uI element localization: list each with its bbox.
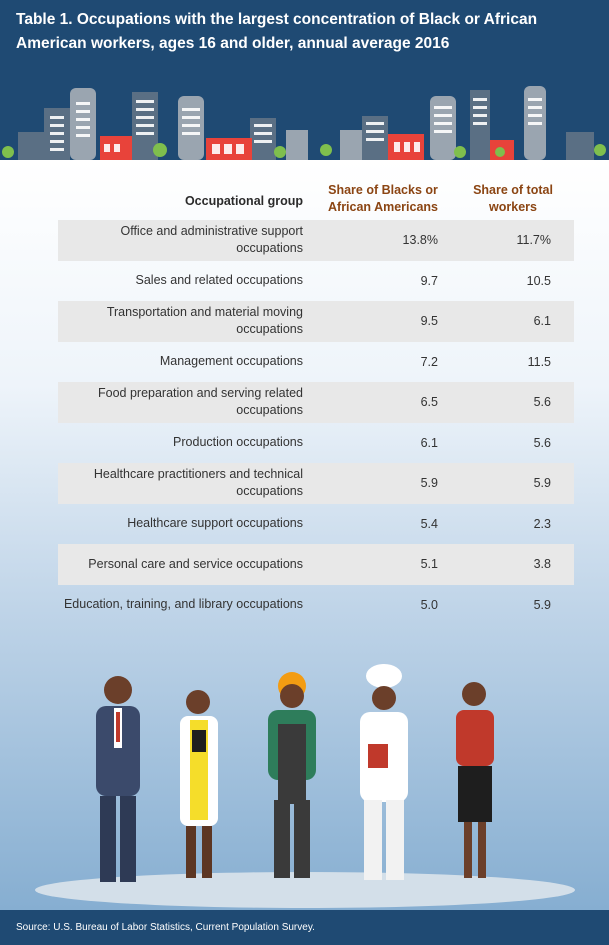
black-share-value: 13.8% <box>402 233 438 248</box>
black-share-value: 6.5 <box>420 395 438 410</box>
occupation-label: Food preparation and serving related occ… <box>98 386 303 418</box>
businesswoman-figure <box>456 682 494 878</box>
occupation-label: Production occupations <box>173 435 303 450</box>
total-share-value: 10.5 <box>526 273 551 288</box>
table-row: Office and administrative support occupa… <box>58 220 574 261</box>
source-note: Source: U.S. Bureau of Labor Statistics,… <box>16 922 315 933</box>
doctor-figure <box>180 690 218 878</box>
table-row: Personal care and service occupations 5.1… <box>58 544 574 585</box>
total-share-value: 11.7% <box>516 233 551 248</box>
table-row: Production occupations 6.1 5.6 <box>58 423 574 464</box>
businessman-figure <box>96 676 140 882</box>
occupation-label: Sales and related occupations <box>135 273 303 288</box>
total-share-value: 5.9 <box>533 476 551 491</box>
black-share-value: 7.2 <box>420 354 438 369</box>
table-row: Management occupations 7.2 11.5 <box>58 342 574 383</box>
total-share-value: 6.1 <box>533 314 551 329</box>
footer: Source: U.S. Bureau of Labor Statistics,… <box>0 910 609 945</box>
occupation-label: Personal care and service occupations <box>88 556 303 571</box>
total-share-value: 3.8 <box>533 557 551 572</box>
column-header-black-share: Share of Blacks or African Americans <box>328 183 438 214</box>
column-header-total-share: Share of total workers <box>473 183 553 214</box>
occupation-label: Education, training, and library occupat… <box>63 597 303 612</box>
table-row: Food preparation and serving related occ… <box>58 382 574 423</box>
black-share-value: 5.1 <box>420 557 438 572</box>
occupation-label: Transportation and material moving occup… <box>106 305 303 337</box>
black-share-value: 9.5 <box>420 314 438 329</box>
black-share-value: 5.0 <box>420 597 438 612</box>
occupation-label: Healthcare support occupations <box>127 516 303 531</box>
column-header-group: Occupational group <box>184 194 303 208</box>
table-header: Occupational group Share of Blacks or Af… <box>58 182 574 220</box>
total-share-value: 11.5 <box>527 354 551 369</box>
table-row: Education, training, and library occupat… <box>58 585 574 626</box>
table-row: Transportation and material moving occup… <box>58 301 574 342</box>
city-skyline-illustration <box>2 86 606 160</box>
table-row: Healthcare support occupations 5.4 2.3 <box>58 504 574 545</box>
table-row: Healthcare practitioners and technical o… <box>58 463 574 504</box>
construction-worker-figure <box>268 672 316 878</box>
black-share-value: 6.1 <box>420 435 438 450</box>
total-share-value: 5.6 <box>533 435 551 450</box>
total-share-value: 5.9 <box>533 597 551 612</box>
data-table: Occupational group Share of Blacks or Af… <box>58 182 574 625</box>
table-row: Sales and related occupations 9.7 10.5 <box>58 261 574 302</box>
black-share-value: 5.9 <box>420 476 438 491</box>
table-panel: Occupational group Share of Blacks or Af… <box>0 160 609 910</box>
black-share-value: 9.7 <box>420 273 438 288</box>
occupation-label: Management occupations <box>159 354 303 369</box>
workers-illustration <box>35 664 575 908</box>
total-share-value: 5.6 <box>533 395 551 410</box>
total-share-value: 2.3 <box>533 516 551 531</box>
occupation-label: Healthcare practitioners and technical o… <box>93 467 303 499</box>
occupation-label: Office and administrative support occupa… <box>120 224 303 256</box>
table-title: Table 1. Occupations with the largest co… <box>16 11 538 52</box>
black-share-value: 5.4 <box>420 516 438 531</box>
chef-figure <box>360 664 408 880</box>
header-banner: Table 1. Occupations with the largest co… <box>0 0 609 160</box>
